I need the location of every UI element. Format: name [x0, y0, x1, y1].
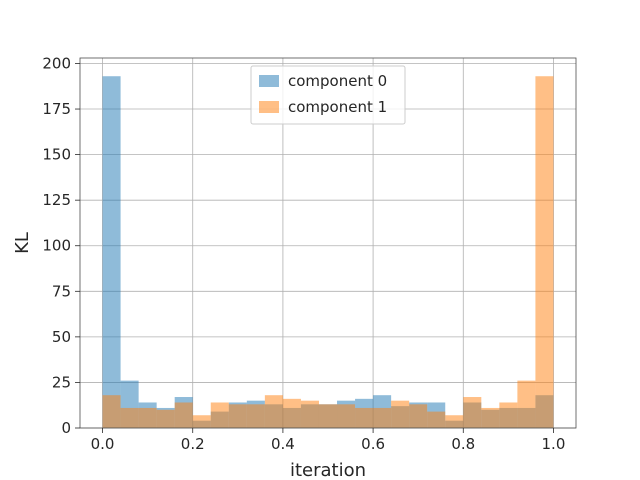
- y-tick-label: 150: [42, 146, 71, 164]
- x-tick-label: 0.8: [451, 435, 475, 453]
- legend-label: component 0: [288, 72, 387, 90]
- y-tick-label: 100: [42, 237, 71, 255]
- histogram-bar: [318, 404, 338, 428]
- x-tick-label: 0.0: [91, 435, 115, 453]
- histogram-bar: [463, 397, 482, 428]
- x-tick-label: 1.0: [542, 435, 566, 453]
- histogram-bar: [120, 407, 139, 428]
- legend: component 0 component 1: [250, 65, 406, 125]
- histogram-bar: [174, 402, 193, 428]
- legend-swatch: [259, 75, 279, 87]
- histogram-bar: [228, 404, 247, 428]
- histogram-bar: [517, 380, 536, 428]
- histogram-bar: [210, 402, 229, 428]
- histogram-bar: [156, 409, 175, 428]
- y-tick-label: 0: [61, 419, 71, 437]
- y-tick-label: 125: [42, 191, 71, 209]
- y-tick-label: 200: [42, 54, 71, 72]
- x-axis-label: iteration: [290, 460, 366, 480]
- histogram-bar: [337, 404, 356, 428]
- histogram-bar: [409, 404, 428, 428]
- ticks-layer: 0.0 0.2 0.4 0.6 0.8 1.0 0 25 50 75 100 125 150 175 200: [42, 54, 565, 453]
- histogram-bar: [373, 407, 392, 428]
- histogram-bar: [264, 395, 283, 428]
- histogram-bar: [282, 398, 301, 428]
- histogram-bar: [300, 400, 319, 428]
- histogram-bar: [445, 415, 464, 428]
- histogram-bar: [499, 402, 518, 428]
- legend-swatch: [259, 101, 279, 113]
- y-tick-label: 50: [52, 328, 71, 346]
- histogram-bar: [355, 407, 374, 428]
- histogram-bar: [391, 400, 410, 428]
- plot-frame: [79, 57, 577, 429]
- histogram-bar: [535, 76, 554, 429]
- y-tick-label: 175: [42, 100, 71, 118]
- histogram-bar: [246, 404, 265, 428]
- histogram-bar: [427, 411, 446, 428]
- legend-label: component 1: [288, 98, 387, 116]
- histogram-bar: [102, 76, 121, 429]
- legend-box: [250, 65, 406, 125]
- x-tick-label: 0.2: [181, 435, 205, 453]
- histogram-bar: [138, 407, 157, 428]
- histogram-bar: [192, 415, 211, 428]
- x-tick-label: 0.6: [361, 435, 385, 453]
- x-tick-label: 0.4: [271, 435, 295, 453]
- y-axis-label: KL: [12, 232, 33, 254]
- histogram-bar: [102, 395, 121, 428]
- y-tick-label: 75: [52, 282, 71, 300]
- series-1-bars: [102, 76, 554, 429]
- y-tick-label: 25: [52, 373, 71, 391]
- histogram-bar: [481, 407, 500, 428]
- bars-layer: [102, 76, 554, 429]
